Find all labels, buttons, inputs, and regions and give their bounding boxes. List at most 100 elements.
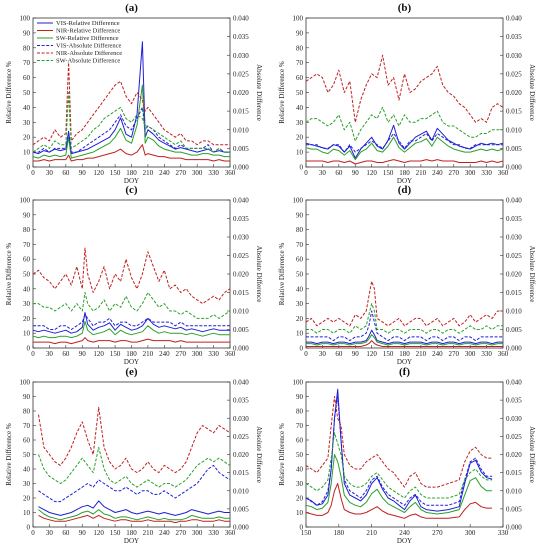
y-axis-label: Relative Difference % bbox=[278, 61, 286, 124]
y-tick-label: 80 bbox=[296, 226, 304, 234]
x-tick-label: 120 bbox=[93, 169, 104, 177]
y-tick-label: 50 bbox=[296, 451, 304, 459]
y2-tick-label: 0.040 bbox=[506, 197, 522, 205]
series-line-nir-relative-difference bbox=[33, 337, 230, 345]
y2-tick-label: 0.015 bbox=[506, 289, 522, 297]
y-axis-label: Relative Difference % bbox=[5, 61, 13, 124]
y-tick-label: 20 bbox=[23, 495, 31, 503]
x-tick-label: 150 bbox=[110, 529, 121, 537]
x-tick-label: 120 bbox=[366, 169, 377, 177]
series-line-sw-relative-difference bbox=[306, 334, 503, 346]
y2-tick-label: 0.025 bbox=[233, 252, 249, 260]
y2-tick-label: 0.030 bbox=[233, 415, 249, 423]
x-tick-label: 150 bbox=[301, 529, 312, 537]
y2-tick-label: 0.010 bbox=[233, 308, 249, 316]
y-tick-label: 90 bbox=[23, 29, 31, 37]
x-tick-label: 360 bbox=[225, 169, 236, 177]
y-tick-label: 10 bbox=[296, 149, 304, 157]
y2-tick-label: 0.010 bbox=[233, 126, 249, 134]
series-line-nir-relative-difference bbox=[38, 514, 230, 524]
x-tick-label: 240 bbox=[159, 350, 170, 358]
y-tick-label: 90 bbox=[296, 393, 304, 401]
y2-axis-label: Absolute Difference bbox=[255, 246, 263, 303]
x-tick-label: 60 bbox=[62, 350, 70, 358]
y-tick-label: 30 bbox=[296, 480, 304, 488]
y-tick-label: 0 bbox=[300, 345, 304, 353]
y-tick-label: 40 bbox=[23, 104, 31, 112]
series-line-sw-absolute-difference bbox=[306, 303, 503, 334]
y2-tick-label: 0.010 bbox=[506, 126, 522, 134]
x-tick-label: 180 bbox=[126, 350, 137, 358]
y2-axis-label: Absolute Difference bbox=[255, 64, 263, 121]
series-line-sw-relative-difference bbox=[38, 509, 230, 521]
x-tick-label: 210 bbox=[416, 350, 427, 358]
y2-tick-label: 0.035 bbox=[506, 397, 522, 405]
series-line-sw-absolute-difference bbox=[38, 446, 231, 488]
x-tick-label: 240 bbox=[399, 529, 410, 537]
x-tick-label: 180 bbox=[399, 169, 410, 177]
y-tick-label: 30 bbox=[296, 300, 304, 308]
x-tick-label: 180 bbox=[126, 529, 137, 537]
chart-panel-4: (d) 0 10 20 30 40 50 60 70 80 90 100 0.000 0.005 0.010… bbox=[278, 184, 536, 366]
x-tick-label: 330 bbox=[481, 350, 492, 358]
y-tick-label: 40 bbox=[296, 285, 304, 293]
y2-tick-label: 0.000 bbox=[233, 164, 249, 172]
y2-axis-label: Absolute Difference bbox=[528, 64, 536, 121]
x-tick-label: 360 bbox=[225, 350, 236, 358]
y-tick-label: 80 bbox=[23, 226, 31, 234]
y2-tick-label: 0.015 bbox=[233, 289, 249, 297]
chart-panel-2: (b) 0 10 20 30 40 50 60 70 80 90 100 0.000 0.005 0.010… bbox=[278, 2, 536, 185]
x-tick-label: 270 bbox=[176, 350, 187, 358]
y2-tick-label: 0.030 bbox=[506, 415, 522, 423]
y-tick-label: 10 bbox=[296, 509, 304, 517]
y-tick-label: 60 bbox=[23, 74, 31, 82]
y-tick-label: 100 bbox=[20, 15, 31, 23]
x-tick-label: 300 bbox=[192, 350, 203, 358]
x-tick-label: 180 bbox=[399, 350, 410, 358]
y-tick-label: 30 bbox=[296, 119, 304, 127]
x-tick-label: 150 bbox=[110, 169, 121, 177]
y-tick-label: 10 bbox=[296, 330, 304, 338]
x-tick-label: 210 bbox=[143, 529, 154, 537]
y-tick-label: 60 bbox=[23, 437, 31, 445]
y2-tick-label: 0.025 bbox=[506, 252, 522, 260]
x-tick-label: 120 bbox=[366, 350, 377, 358]
series-line-sw-relative-difference bbox=[32, 320, 230, 339]
x-tick-label: 330 bbox=[481, 169, 492, 177]
series-line-nir-relative-difference bbox=[33, 144, 230, 162]
y2-tick-label: 0.020 bbox=[506, 89, 522, 97]
y2-tick-label: 0.030 bbox=[233, 234, 249, 242]
y2-tick-label: 0.000 bbox=[233, 524, 249, 532]
plot-frame bbox=[32, 381, 231, 528]
y2-tick-label: 0.010 bbox=[233, 487, 249, 495]
series-line-sw-relative-difference bbox=[32, 84, 230, 159]
y2-tick-label: 0.035 bbox=[233, 215, 249, 223]
x-tick-label: 90 bbox=[79, 529, 87, 537]
y-tick-label: 50 bbox=[296, 89, 304, 97]
y-tick-label: 60 bbox=[23, 256, 31, 264]
y-tick-label: 80 bbox=[296, 44, 304, 52]
series-line-nir-absolute-difference bbox=[305, 396, 493, 488]
y-tick-label: 50 bbox=[23, 451, 31, 459]
x-tick-label: 360 bbox=[498, 169, 509, 177]
panel-title: (a) bbox=[125, 2, 138, 14]
x-tick-label: 210 bbox=[416, 169, 427, 177]
y2-tick-label: 0.015 bbox=[233, 108, 249, 116]
y2-tick-label: 0.005 bbox=[233, 505, 249, 513]
y2-tick-label: 0.020 bbox=[233, 89, 249, 97]
x-tick-label: 0 bbox=[304, 350, 308, 358]
x-tick-label: 330 bbox=[208, 169, 219, 177]
x-tick-label: 300 bbox=[465, 350, 476, 358]
series-line-nir-absolute-difference bbox=[38, 406, 231, 474]
x-tick-label: 60 bbox=[335, 169, 343, 177]
y2-tick-label: 0.020 bbox=[233, 451, 249, 459]
x-tick-label: 90 bbox=[79, 350, 87, 358]
x-tick-label: 0 bbox=[31, 529, 35, 537]
y-tick-label: 40 bbox=[23, 466, 31, 474]
y2-tick-label: 0.005 bbox=[506, 145, 522, 153]
series-line-sw-absolute-difference bbox=[305, 432, 493, 499]
chart-panel-5: (e) 0 10 20 30 40 50 60 70 80 90 100 0.000 0.005 0.010… bbox=[5, 366, 263, 545]
x-tick-label: 180 bbox=[126, 169, 137, 177]
series-line-vis-relative-difference bbox=[305, 124, 504, 159]
